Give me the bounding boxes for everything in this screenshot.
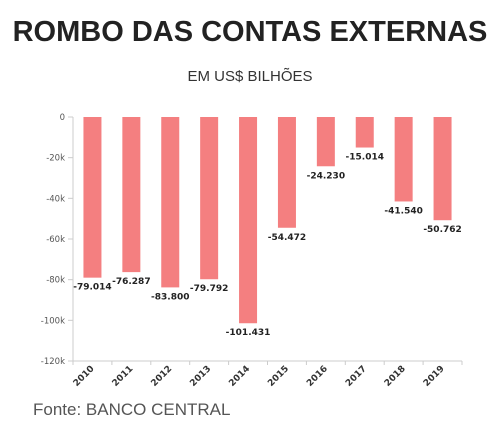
data-label: -79.014 — [73, 283, 111, 293]
bar — [122, 117, 141, 273]
bar — [433, 117, 452, 221]
x-tick-label: 2013 — [188, 364, 213, 389]
data-label: -76.287 — [112, 277, 150, 287]
bar — [83, 117, 102, 278]
y-tick-label: -100k — [41, 316, 65, 326]
x-tick-label: 2015 — [266, 364, 291, 389]
x-tick-label: 2019 — [422, 364, 447, 389]
chart-source: Fonte: BANCO CENTRAL — [33, 400, 231, 419]
bar — [239, 117, 258, 324]
y-tick-label: 0 — [60, 113, 65, 123]
data-label: -101.431 — [226, 328, 271, 338]
bar — [200, 117, 219, 280]
x-tick-label: 2017 — [344, 364, 369, 389]
x-tick-label: 2014 — [227, 364, 252, 389]
data-label: -54.472 — [268, 233, 306, 243]
bar — [277, 117, 296, 228]
x-tick-label: 2011 — [111, 364, 136, 389]
x-tick-label: 2012 — [150, 364, 175, 389]
data-label: -50.762 — [423, 225, 461, 235]
y-tick-label: -40k — [46, 194, 65, 204]
bar — [394, 117, 413, 202]
y-tick-label: -120k — [41, 357, 65, 367]
x-tick-label: 2016 — [305, 364, 330, 389]
bar — [316, 117, 335, 167]
data-label: -24.230 — [307, 171, 345, 181]
data-label: -15.014 — [346, 153, 384, 163]
bar — [161, 117, 180, 288]
data-label: -83.800 — [151, 292, 189, 302]
y-tick-label: -20k — [46, 154, 65, 164]
x-tick-label: 2010 — [72, 364, 97, 389]
chart-title: ROMBO DAS CONTAS EXTERNAS — [12, 16, 488, 48]
data-label: -41.540 — [384, 206, 422, 216]
x-tick-label: 2018 — [383, 364, 408, 389]
bar — [355, 117, 374, 148]
y-tick-label: -60k — [46, 235, 65, 245]
y-tick-label: -80k — [46, 276, 65, 286]
data-label: -79.792 — [190, 284, 228, 294]
chart-subtitle: EM US$ BILHÕES — [187, 68, 313, 85]
